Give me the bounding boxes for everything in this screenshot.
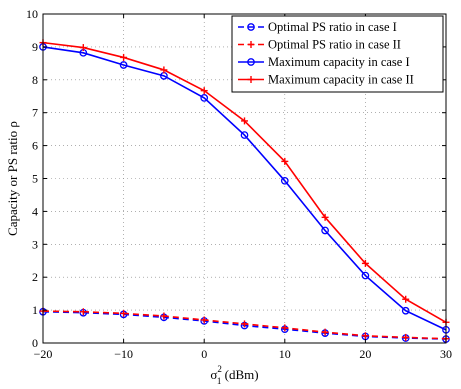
data-point xyxy=(401,306,410,315)
series-group xyxy=(39,39,450,326)
y-tick-label: 4 xyxy=(32,204,38,218)
y-tick-label: 6 xyxy=(32,139,38,153)
x-axis-label-unit: (dBm) xyxy=(221,367,258,382)
data-point xyxy=(79,44,87,52)
y-tick-label: 7 xyxy=(32,106,38,120)
data-point xyxy=(280,176,289,185)
data-point xyxy=(120,309,128,317)
data-point xyxy=(241,320,248,328)
axis-ticks: −20 −10 0 10 20 30 0 1 2 3 4 5 6 7 8 9 10 xyxy=(26,7,452,361)
data-point xyxy=(160,66,168,74)
x-tick-label: 0 xyxy=(201,347,207,361)
data-point xyxy=(200,87,208,95)
data-point xyxy=(281,157,289,165)
data-point xyxy=(200,94,209,102)
y-tick-label: 5 xyxy=(32,172,38,186)
y-tick-label: 3 xyxy=(32,237,38,251)
data-point xyxy=(247,76,255,83)
data-point xyxy=(119,61,128,69)
y-tick-label: 1 xyxy=(32,303,38,317)
legend-box xyxy=(231,15,444,93)
series-line xyxy=(42,46,447,331)
x-tick-label: 10 xyxy=(279,347,291,361)
x-axis-label-superscript: 2 xyxy=(217,364,222,374)
y-axis-label: Capacity or PS ratio ρ xyxy=(5,121,20,236)
data-point xyxy=(247,41,255,48)
y-tick-label: 2 xyxy=(32,270,38,284)
legend-label: Optimal PS ratio in case I xyxy=(268,20,397,34)
legend-label: Maximum capacity in case II xyxy=(268,73,414,87)
x-tick-label: −20 xyxy=(34,347,53,361)
data-point xyxy=(361,259,369,267)
y-tick-label: 10 xyxy=(26,7,38,21)
legend-item: Optimal PS ratio in case II xyxy=(238,38,401,52)
data-point xyxy=(402,295,410,303)
x-tick-label: −10 xyxy=(114,347,133,361)
data-point xyxy=(361,271,370,280)
y-tick-label: 9 xyxy=(32,40,38,54)
data-point xyxy=(241,117,248,125)
data-point xyxy=(361,332,369,340)
legend: Optimal PS ratio in case I Optimal PS rat… xyxy=(231,15,444,93)
x-tick-label: 30 xyxy=(440,347,452,361)
data-point xyxy=(247,58,255,66)
x-axis-label-subscript: 1 xyxy=(217,376,222,386)
legend-label: Optimal PS ratio in case II xyxy=(268,38,401,52)
series-group xyxy=(39,307,450,343)
x-axis-label: σ2 1 (dBm) xyxy=(210,364,258,386)
data-point xyxy=(402,333,410,341)
y-tick-label: 8 xyxy=(32,73,38,87)
legend-item: Maximum capacity in case I xyxy=(238,55,410,69)
y-tick-label: 0 xyxy=(32,336,38,350)
data-point xyxy=(321,213,329,221)
data-point xyxy=(321,328,329,336)
data-point xyxy=(281,324,289,332)
data-point xyxy=(79,308,87,316)
data-point xyxy=(120,53,128,61)
data-point xyxy=(321,226,329,235)
x-axis-label-main: σ xyxy=(210,367,217,382)
data-point xyxy=(240,131,249,139)
legend-label: Maximum capacity in case I xyxy=(268,55,410,69)
legend-item: Maximum capacity in case II xyxy=(238,73,414,87)
data-point xyxy=(247,23,255,31)
data-point xyxy=(200,316,208,324)
data-point xyxy=(160,312,168,320)
legend-item: Optimal PS ratio in case I xyxy=(238,20,397,34)
x-tick-label: 20 xyxy=(359,347,371,361)
